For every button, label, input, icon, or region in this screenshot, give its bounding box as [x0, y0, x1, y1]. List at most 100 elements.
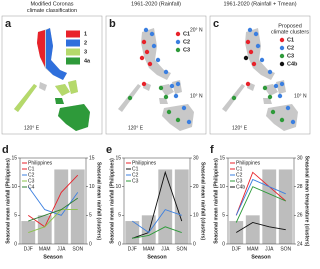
map-land: [14, 28, 90, 131]
x-axis-label: Season: [251, 254, 271, 260]
station: [144, 49, 150, 55]
x-tick-label: SON: [176, 246, 187, 252]
legend-label: C2: [183, 39, 190, 45]
station: [253, 31, 259, 37]
legend-dot: [175, 39, 181, 45]
y-tick-label: 10: [11, 184, 17, 190]
station: [151, 43, 157, 49]
y2-tick-label: 10: [89, 184, 95, 190]
x-tick-label: JJA: [265, 246, 274, 252]
station: [139, 55, 145, 61]
station: [245, 81, 251, 87]
y-tick-label: 5: [14, 213, 17, 219]
bar: [158, 169, 173, 244]
x-tick-label: DJF: [24, 246, 33, 252]
legend-dot: [279, 37, 285, 43]
map-land: [118, 27, 194, 131]
bar: [141, 215, 156, 244]
lat-label: 20° N: [190, 27, 203, 33]
station: [273, 83, 279, 89]
chart-panel: d 0 5 10 15 0 5 10 15 DJF MAM JJA SON Season Seasonal …: [2, 144, 102, 261]
station: [270, 109, 276, 115]
legend-label: 4a: [84, 58, 91, 64]
legend-label: C2: [287, 45, 294, 51]
panel-letter: b: [109, 18, 116, 30]
station: [147, 61, 153, 67]
map-panel: 1961-2020 (Rainfall + Tmean) c 120° E 10° N…: [209, 1, 311, 135]
station: [175, 81, 181, 87]
y2-axis-label: Seasonal mean temperature (clusters): [304, 156, 310, 247]
y-tick-label: 10: [219, 184, 225, 190]
bar: [174, 169, 189, 244]
panel-letter: d: [2, 144, 9, 156]
y2-tick-label: 28: [297, 184, 303, 190]
legend-label: C3: [287, 53, 294, 59]
legend-dot: [279, 45, 285, 51]
x-tick-label: SON: [280, 246, 291, 252]
series-line: [28, 197, 79, 222]
y-axis-label: Seasonal mean rainfall (Philippines): [5, 158, 11, 244]
lon-label: 120° E: [128, 125, 144, 131]
station: [181, 105, 187, 111]
station: [163, 69, 169, 75]
map-title: 1961-2020 (Rainfall + Tmean): [223, 1, 296, 7]
legend-label: C2: [28, 172, 35, 178]
plot-frame: [19, 157, 87, 245]
series-line: [235, 186, 286, 223]
station: [285, 105, 291, 111]
x-tick-label: JJA: [161, 246, 170, 252]
station: [169, 83, 175, 89]
legend-dot: [175, 31, 181, 37]
station: [255, 43, 261, 49]
y-axis-label: Seasonal mean rainfall (Philippines): [109, 158, 115, 244]
station: [143, 27, 149, 33]
station: [186, 119, 192, 125]
region: [14, 80, 78, 112]
y-tick-label: 15: [115, 155, 121, 161]
legend-dot: [279, 61, 285, 67]
bar: [262, 169, 277, 244]
lat-label: 10° N: [294, 93, 307, 99]
y2-tick-label: 24: [297, 241, 303, 247]
bar: [70, 169, 85, 244]
station: [259, 57, 265, 63]
legend-label: 2: [84, 40, 87, 46]
series-line: [235, 171, 287, 216]
station: [279, 81, 285, 87]
y-tick-label: 10: [115, 184, 121, 190]
station: [290, 119, 296, 125]
y-tick-label: 5: [222, 213, 225, 219]
station: [163, 94, 169, 100]
series-line: [131, 209, 182, 234]
legend-label: C1: [236, 166, 243, 172]
legend-swatch: [66, 48, 80, 56]
lat-label: 10° N: [190, 93, 203, 99]
station: [175, 117, 181, 123]
station: [245, 39, 251, 45]
y2-tick-label: 5: [89, 213, 92, 219]
station: [267, 94, 273, 100]
y2-tick-label: 0: [193, 241, 196, 247]
y2-tick-label: 10: [193, 213, 199, 219]
plot-frame: [227, 157, 295, 245]
legend-label: 3: [84, 49, 87, 55]
x-tick-label: DJF: [128, 246, 137, 252]
region: [55, 98, 90, 131]
legend-label: Philippines: [132, 160, 157, 166]
y2-tick-label: 26: [297, 213, 303, 219]
series-line: [27, 174, 79, 228]
station: [277, 93, 283, 99]
legend-title: Proposed: [278, 23, 302, 29]
station: [262, 85, 268, 91]
lon-label: 120° E: [24, 125, 40, 131]
station: [127, 95, 133, 101]
y-tick-label: 15: [219, 155, 225, 161]
lon-label: 120° E: [232, 125, 248, 131]
y2-tick-label: 30: [193, 155, 199, 161]
legend-label: C4b: [287, 61, 298, 67]
y-tick-label: 0: [14, 241, 17, 247]
panel-letter: c: [213, 18, 219, 30]
legend-label: C4: [28, 184, 35, 190]
